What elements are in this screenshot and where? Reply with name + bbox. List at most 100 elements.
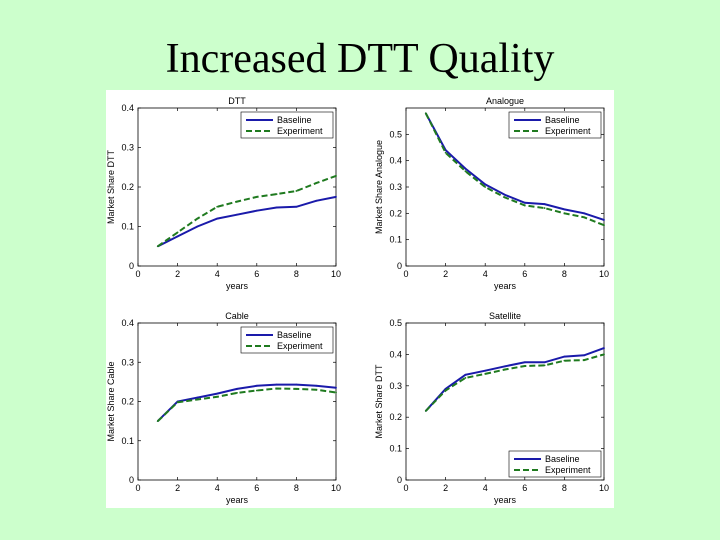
y-tick-label: 0.2	[121, 182, 134, 192]
data-point-experiment	[424, 112, 427, 115]
data-point-baseline	[543, 203, 546, 206]
data-point-experiment	[543, 207, 546, 209]
x-tick-label: 0	[135, 269, 140, 279]
data-point-baseline	[603, 347, 605, 350]
data-point-experiment	[603, 353, 605, 356]
legend-box	[508, 450, 602, 478]
y-tick-label: 0.1	[389, 235, 402, 245]
data-point-experiment	[563, 359, 566, 362]
data-point-baseline	[335, 195, 337, 198]
legend-box	[508, 111, 602, 139]
y-tick-label: 0	[397, 475, 402, 485]
x-tick-label: 4	[215, 269, 220, 279]
series-line-experiment	[425, 353, 605, 412]
data-point-baseline	[504, 365, 506, 368]
data-point-baseline	[543, 361, 546, 364]
legend-label: Experiment	[277, 341, 323, 351]
y-tick-label: 0	[397, 261, 402, 271]
data-point-baseline	[563, 355, 566, 358]
data-point-experiment	[275, 193, 278, 196]
x-tick-label: 8	[294, 269, 299, 279]
data-point-experiment	[504, 196, 506, 199]
data-point-experiment	[335, 175, 337, 177]
legend-label: Experiment	[545, 465, 591, 475]
legend-box	[240, 111, 334, 139]
chart-title: Cable	[225, 311, 249, 321]
subplot-1: DTT 0 2 4 6 8 10 0 0.1 0.2 0.3 0.4 years Market Share…	[106, 96, 341, 291]
data-point-experiment	[295, 388, 298, 390]
y-tick-label: 0.3	[121, 357, 134, 367]
y-tick-label: 0.2	[121, 397, 134, 407]
data-point-experiment	[523, 365, 526, 367]
data-point-experiment	[275, 387, 278, 390]
data-point-baseline	[315, 384, 318, 387]
chart-figure: DTT 0 2 4 6 8 10 0 0.1 0.2 0.3 0.4 years Market Share…	[106, 90, 614, 508]
data-point-experiment	[583, 359, 586, 361]
y-tick-label: 0.5	[389, 318, 402, 328]
data-point-experiment	[464, 377, 467, 379]
x-tick-label: 10	[599, 269, 609, 279]
data-point-experiment	[523, 204, 526, 207]
data-point-baseline	[295, 205, 298, 208]
data-point-experiment	[156, 245, 159, 248]
series-line-experiment	[424, 112, 605, 227]
y-tick-label: 0.2	[389, 208, 402, 218]
data-point-experiment	[335, 391, 337, 394]
x-tick-label: 2	[443, 483, 448, 493]
y-tick-label: 0.4	[389, 156, 402, 166]
y-axis-label: Market Share Cable	[106, 361, 116, 441]
y-tick-label: 0.3	[121, 143, 134, 153]
x-tick-label: 8	[562, 483, 567, 493]
data-point-baseline	[196, 396, 199, 399]
data-point-baseline	[583, 354, 586, 357]
x-tick-label: 6	[522, 483, 527, 493]
data-point-baseline	[464, 167, 467, 170]
legend-label: Baseline	[545, 454, 580, 464]
data-point-experiment	[216, 395, 219, 398]
x-tick-label: 2	[175, 269, 180, 279]
series-line-experiment	[157, 174, 337, 248]
y-tick-label: 0.4	[121, 318, 134, 328]
x-tick-label: 0	[403, 269, 408, 279]
data-point-baseline	[484, 183, 487, 186]
y-tick-label: 0.3	[389, 182, 402, 192]
y-tick-label: 0.3	[389, 381, 402, 391]
data-point-baseline	[216, 392, 219, 395]
y-tick-label: 0	[129, 475, 134, 485]
x-tick-label: 4	[215, 483, 220, 493]
y-tick-label: 0.2	[389, 412, 402, 422]
x-tick-label: 10	[331, 269, 341, 279]
series-line-baseline	[425, 347, 605, 412]
data-point-experiment	[484, 186, 487, 188]
x-tick-label: 6	[522, 269, 527, 279]
data-point-baseline	[275, 383, 278, 386]
y-tick-label: 0.4	[121, 103, 134, 113]
data-point-baseline	[236, 213, 238, 216]
data-point-experiment	[583, 216, 586, 219]
data-point-experiment	[196, 398, 199, 401]
data-point-experiment	[315, 388, 318, 391]
data-point-baseline	[216, 217, 219, 220]
legend-label: Baseline	[277, 330, 312, 340]
subplot-3: Cable 0 2 4 6 8 10 0 0.1 0.2 0.3 0.4 years Market Sha…	[106, 311, 341, 505]
data-point-experiment	[504, 368, 506, 371]
data-point-baseline	[523, 361, 526, 364]
y-tick-label: 0.1	[121, 222, 134, 232]
data-point-experiment	[424, 410, 427, 412]
data-point-baseline	[335, 386, 337, 389]
data-point-experiment	[255, 389, 258, 392]
data-point-baseline	[603, 219, 605, 221]
x-tick-label: 8	[562, 269, 567, 279]
legend-label: Experiment	[545, 126, 591, 136]
data-point-experiment	[176, 401, 179, 404]
x-axis-label: years	[494, 281, 517, 291]
data-point-experiment	[196, 217, 199, 220]
data-point-experiment	[156, 420, 159, 423]
y-tick-label: 0.4	[389, 349, 402, 359]
subplot-2: Analogue 0 2 4 6 8 10 0 0.1 0.2 0.3 0.4 0.5 years Mark…	[374, 96, 609, 291]
data-point-baseline	[523, 201, 526, 204]
x-tick-label: 10	[599, 483, 609, 493]
chart-title: Satellite	[489, 311, 521, 321]
data-point-baseline	[504, 194, 506, 196]
data-point-experiment	[444, 151, 447, 154]
